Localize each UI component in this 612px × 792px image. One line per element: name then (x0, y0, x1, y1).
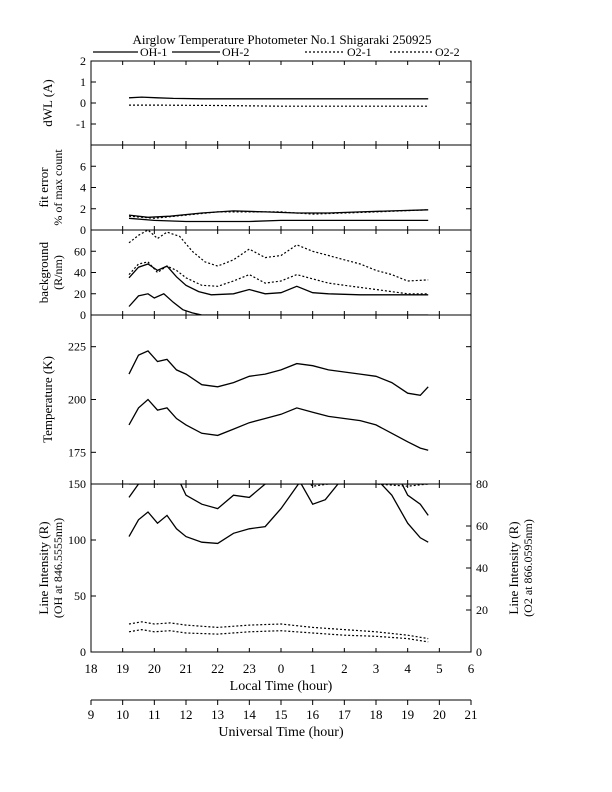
panel-series (128, 96, 429, 107)
legend-label: O2-2 (435, 45, 460, 59)
chart-title: Airglow Temperature Photometer No.1 Shig… (133, 32, 432, 47)
y2-tick-label: 0 (476, 645, 482, 659)
y-tick-label: 4 (80, 181, 86, 195)
legend-label: O2-1 (347, 45, 372, 59)
x-ut-tick-label: 13 (211, 707, 224, 722)
x-ut-tick-label: 14 (243, 707, 257, 722)
x-ut-tick-label: 10 (116, 707, 129, 722)
y-axis-label-2: % of max count (51, 149, 65, 226)
solid-series-line (128, 398, 429, 451)
solid-series-line (128, 217, 429, 223)
x-local-axis-label: Local Time (hour) (230, 679, 333, 694)
x-ut-tick-label: 17 (338, 707, 352, 722)
x-local-tick-label: 1 (309, 661, 316, 676)
y-tick-label: 1 (80, 75, 86, 89)
x-local-tick-label: 23 (243, 661, 256, 676)
y-axis-label: dWL (A) (40, 79, 55, 127)
legend-label: OH-1 (140, 45, 167, 59)
x-local-tick-label: 2 (341, 661, 348, 676)
panel-4: 225 200 175 Temperature (K) (40, 314, 472, 485)
x-ut-tick-label: 9 (88, 707, 95, 722)
solid-series-line (128, 96, 429, 100)
y2-tick-label: 80 (476, 477, 488, 491)
x-local-tick-label: 19 (116, 661, 129, 676)
x-ut-tick-label: 18 (370, 707, 383, 722)
x-ut-tick-label: 19 (401, 707, 414, 722)
y2-axis-label: Line Intensity (R) (506, 521, 521, 614)
y-axis-label-2: (OH at 846.5555nm) (51, 518, 65, 618)
y-tick-label: 0 (80, 96, 86, 110)
dotted-series-line (128, 209, 429, 219)
y-axis-label: background (36, 241, 51, 303)
x-ut-tick-label: 16 (306, 707, 320, 722)
x-ut-tick-label: 12 (180, 707, 193, 722)
dotted-series-line (128, 621, 429, 640)
y-tick-label: -1 (76, 117, 86, 131)
x-ut-tick-label: 11 (148, 707, 161, 722)
solid-series-line (128, 484, 429, 545)
legend: OH-1 OH-2 O2-1 O2-2 (93, 45, 460, 59)
dotted-series-line (128, 230, 429, 282)
y-axis-label: Line Intensity (R) (36, 521, 51, 614)
legend-label: OH-2 (222, 45, 249, 59)
x-local-tick-label: 4 (404, 661, 411, 676)
y-tick-label: 40 (74, 266, 86, 280)
panel-frame (90, 60, 472, 146)
y-tick-label: 225 (68, 340, 86, 354)
panel-3: 60 40 20 0 background (R/nm) (36, 229, 472, 322)
y2-axis-label-2: (O2 at 866.0595nm) (521, 519, 535, 617)
panel-frame (90, 229, 472, 316)
x-local-tick-label: 3 (373, 661, 380, 676)
panel-series (128, 350, 429, 451)
y-tick-label: 60 (74, 244, 86, 258)
dotted-series-line (128, 628, 429, 643)
panel-2: 6 4 2 0 fit error% of max count (36, 144, 472, 237)
y-tick-label: 2 (80, 54, 86, 68)
x-local-tick-label: 5 (436, 661, 443, 676)
x-local-tick-label: 22 (211, 661, 224, 676)
solid-series-line (128, 293, 429, 315)
solid-series-line (128, 263, 429, 296)
y2-tick-label: 60 (476, 519, 488, 533)
y-tick-label: 20 (74, 287, 86, 301)
y-tick-label: 0 (80, 308, 86, 322)
dotted-series-line (128, 261, 429, 295)
x-ut-tick-label: 20 (433, 707, 446, 722)
panel-series (128, 209, 429, 223)
x-ut-axis-label: Universal Time (hour) (218, 725, 344, 740)
y-tick-label: 100 (68, 533, 86, 547)
panel-series (128, 230, 429, 315)
y-tick-label: 150 (68, 477, 86, 491)
x-ut-tick-label: 21 (465, 707, 478, 722)
x-local-tick-label: 20 (148, 661, 161, 676)
x-local-tick-label: 6 (468, 661, 475, 676)
x-ut-tick-label: 15 (275, 707, 288, 722)
y2-tick-label: 20 (476, 603, 488, 617)
y-tick-label: 6 (80, 159, 86, 173)
y-axis-label: fit error (36, 167, 51, 208)
y-axis-label: Temperature (K) (40, 356, 55, 443)
panel-series (128, 484, 429, 643)
y-axis-label-2: (R/nm) (51, 255, 65, 290)
y-tick-label: 200 (68, 393, 86, 407)
y-tick-label: 0 (80, 645, 86, 659)
y-tick-label: 2 (80, 202, 86, 216)
y-tick-label: 175 (68, 445, 86, 459)
solid-series-line (128, 350, 429, 396)
solid-series-line (128, 484, 429, 516)
y-tick-label: 0 (80, 223, 86, 237)
x-local-tick-label: 21 (180, 661, 193, 676)
x-local-tick-label: 0 (278, 661, 285, 676)
x-local-tick-label: 18 (85, 661, 98, 676)
y-tick-label: 50 (74, 589, 86, 603)
panel-1: 2 1 0 -1 dWL (A) (40, 54, 472, 146)
dotted-series-line (129, 104, 429, 107)
y2-tick-label: 40 (476, 561, 488, 575)
